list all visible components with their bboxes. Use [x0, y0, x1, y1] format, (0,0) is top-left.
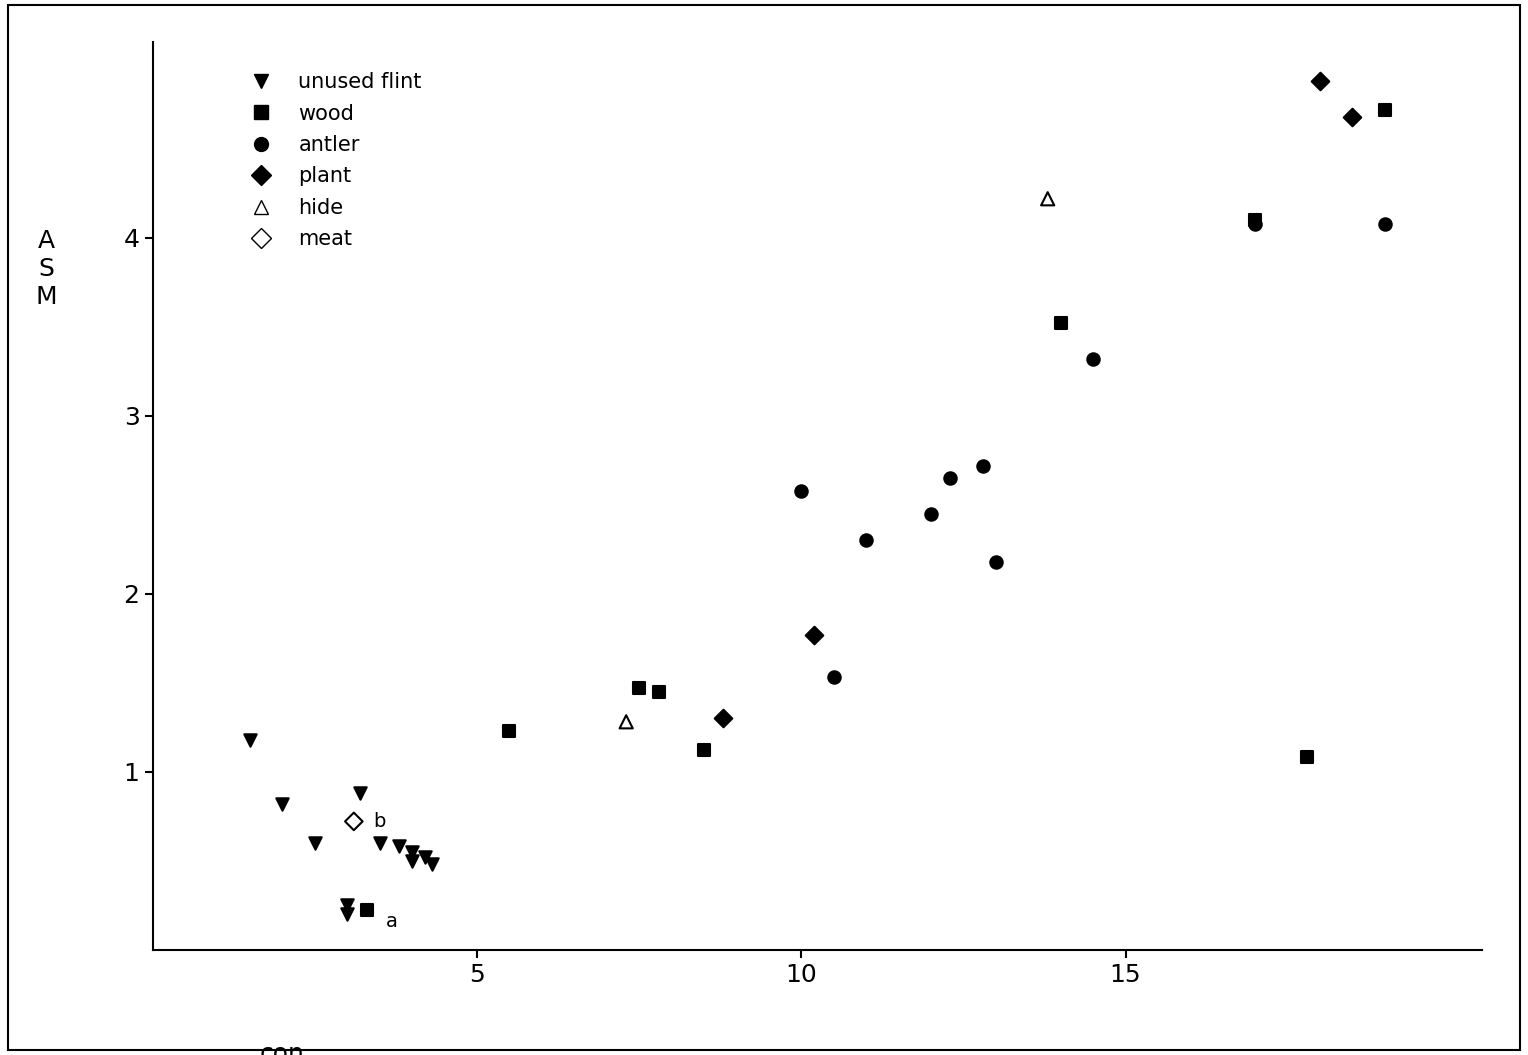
- plant: [1308, 73, 1332, 90]
- antler: [788, 482, 813, 499]
- unused flint: [270, 795, 295, 812]
- Text: a: a: [387, 912, 399, 931]
- wood: [497, 723, 521, 740]
- wood: [626, 679, 651, 696]
- antler: [822, 669, 847, 686]
- meat: [342, 813, 367, 830]
- hide: [614, 713, 639, 730]
- wood: [692, 742, 717, 759]
- unused flint: [335, 905, 359, 922]
- wood: [1048, 314, 1073, 331]
- antler: [1372, 215, 1397, 232]
- wood: [354, 902, 379, 919]
- unused flint: [400, 843, 425, 860]
- plant: [1340, 109, 1365, 126]
- unused flint: [335, 897, 359, 914]
- wood: [1372, 101, 1397, 118]
- wood: [1294, 749, 1319, 766]
- wood: [646, 683, 671, 699]
- Legend: unused flint, wood, antler, plant, hide, meat: unused flint, wood, antler, plant, hide,…: [229, 61, 432, 260]
- plant: [711, 710, 735, 727]
- unused flint: [303, 835, 327, 851]
- unused flint: [238, 731, 263, 748]
- antler: [938, 469, 963, 486]
- unused flint: [419, 856, 443, 872]
- unused flint: [348, 785, 373, 802]
- plant: [802, 627, 827, 644]
- antler: [984, 553, 1008, 570]
- hide: [1036, 190, 1060, 207]
- wood: [1242, 212, 1267, 229]
- antler: [854, 532, 879, 549]
- antler: [918, 505, 943, 522]
- unused flint: [400, 852, 425, 869]
- antler: [1242, 215, 1267, 232]
- Text: A
S
M: A S M: [35, 229, 57, 309]
- unused flint: [413, 848, 437, 865]
- antler: [970, 457, 995, 474]
- Text: b: b: [373, 812, 385, 831]
- unused flint: [368, 835, 393, 851]
- antler: [1080, 350, 1105, 367]
- unused flint: [387, 838, 411, 855]
- Text: con: con: [260, 1042, 306, 1055]
